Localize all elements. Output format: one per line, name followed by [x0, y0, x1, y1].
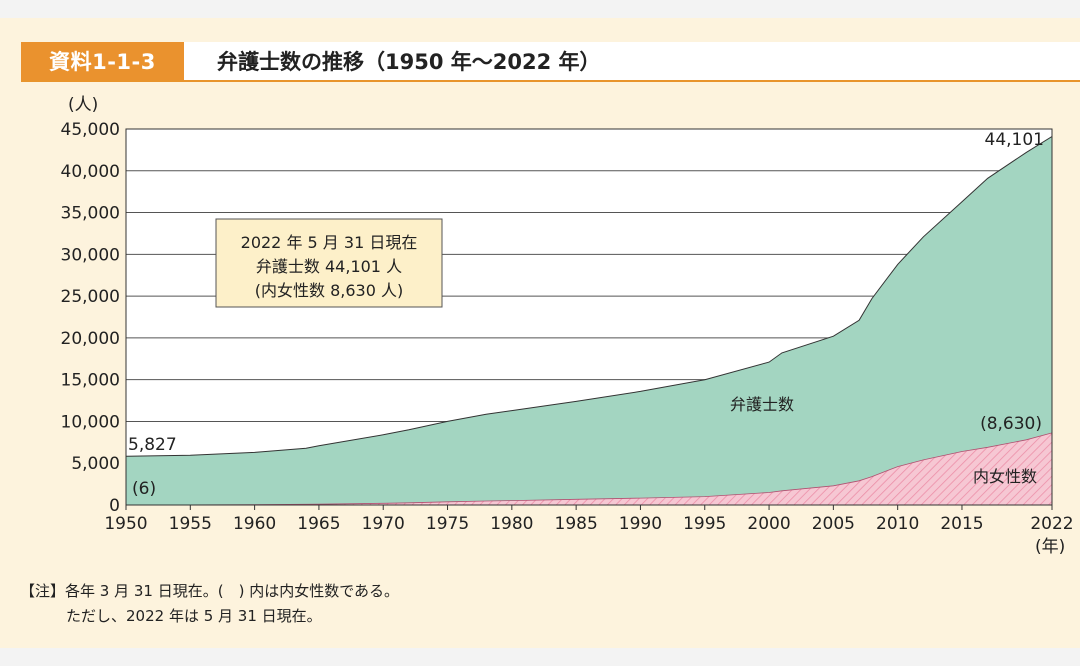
- series-label-total: 弁護士数: [730, 395, 794, 414]
- x-tick-label: 2015: [940, 514, 983, 534]
- x-tick-label: 1990: [619, 514, 662, 534]
- start-women-label: (6): [132, 479, 156, 499]
- x-tick-label: 2022: [1030, 514, 1073, 534]
- x-tick-label: 2010: [876, 514, 919, 534]
- note-prefix: 【注】: [20, 582, 66, 600]
- figure-number-tag: 資料1-1-3: [21, 42, 184, 80]
- x-tick-label: 1980: [490, 514, 533, 534]
- figure-title: 弁護士数の推移（1950 年～2022 年）: [217, 50, 601, 74]
- info-box-line-3: (内女性数 8,630 人): [255, 281, 403, 300]
- page-footer-strip: [0, 648, 1080, 666]
- y-tick-label: 10,000: [61, 412, 120, 432]
- x-axis-label: (年): [1035, 537, 1065, 557]
- y-tick-label: 20,000: [61, 329, 120, 349]
- y-tick-label: 0: [109, 496, 120, 516]
- plot-frame: [125, 128, 1053, 506]
- lawyers-total-area: [125, 135, 1053, 506]
- info-box: 2022 年 5 月 31 日現在 弁護士数 44,101 人 (内女性数 8,…: [215, 218, 443, 308]
- y-tick-label: 15,000: [61, 371, 120, 391]
- women-lawyers-area: [125, 432, 1053, 506]
- x-tick-label: 1970: [362, 514, 405, 534]
- x-tick-label: 2000: [747, 514, 790, 534]
- x-tick-label: 1985: [555, 514, 598, 534]
- info-box-line-1: 2022 年 5 月 31 日現在: [241, 233, 418, 252]
- end-women-label: (8,630): [980, 414, 1042, 434]
- x-tick-label: 1950: [104, 514, 147, 534]
- start-total-label: 5,827: [128, 435, 177, 455]
- note-line-2: ただし、2022 年は 5 月 31 日現在。: [66, 605, 322, 626]
- y-tick-label: 40,000: [61, 162, 120, 182]
- note-text-1: 各年 3 月 31 日現在。( ) 内は内女性数である。: [65, 582, 400, 600]
- y-axis-label: (人): [68, 95, 98, 115]
- end-total-label: 44,101: [985, 130, 1044, 150]
- y-tick-label: 30,000: [61, 245, 120, 265]
- info-box-line-2: 弁護士数 44,101 人: [256, 257, 402, 276]
- series-label-women: 内女性数: [973, 467, 1037, 486]
- note-line-1: 【注】各年 3 月 31 日現在。( ) 内は内女性数である。: [20, 580, 399, 601]
- x-tick-label: 1955: [169, 514, 212, 534]
- y-tick-label: 45,000: [61, 120, 120, 140]
- x-tick-label: 1975: [426, 514, 469, 534]
- x-tick-label: 2005: [812, 514, 855, 534]
- x-tick-label: 1960: [233, 514, 276, 534]
- x-tick-label: 1995: [683, 514, 726, 534]
- figure-header: 資料1-1-3 弁護士数の推移（1950 年～2022 年）: [21, 42, 1080, 82]
- x-tick-label: 1965: [297, 514, 340, 534]
- y-tick-label: 25,000: [61, 287, 120, 307]
- note-text-2: ただし、2022 年は 5 月 31 日現在。: [66, 607, 322, 625]
- y-tick-label: 5,000: [71, 454, 120, 474]
- y-tick-label: 35,000: [61, 204, 120, 224]
